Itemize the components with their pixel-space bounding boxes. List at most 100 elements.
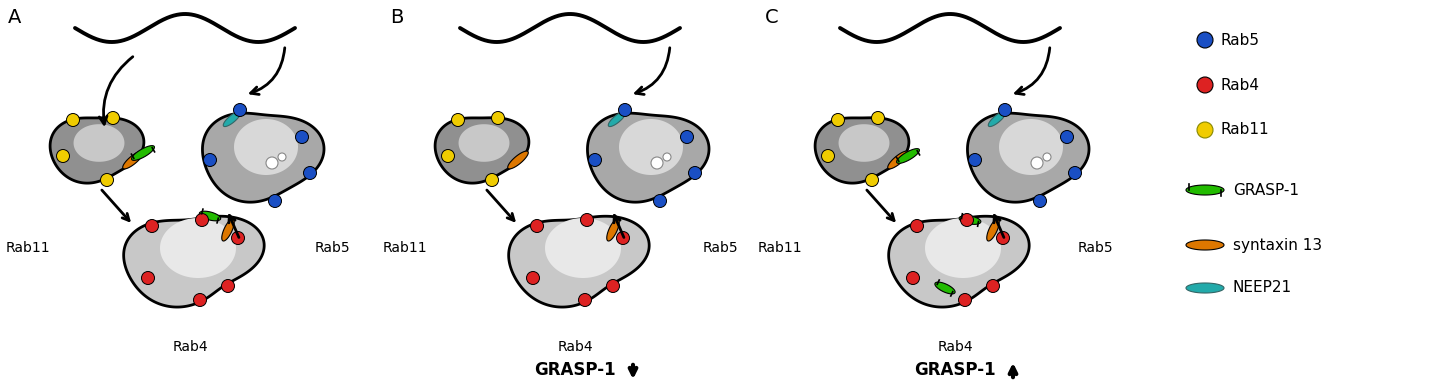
Circle shape [486, 173, 499, 186]
Circle shape [822, 149, 835, 163]
Polygon shape [925, 218, 1001, 278]
Polygon shape [160, 218, 236, 278]
Circle shape [204, 154, 217, 166]
Text: Rab4: Rab4 [937, 340, 973, 354]
Text: B: B [390, 8, 403, 27]
Circle shape [960, 214, 973, 226]
Polygon shape [888, 151, 908, 169]
Polygon shape [221, 219, 234, 241]
Circle shape [906, 272, 920, 284]
Polygon shape [986, 219, 1000, 241]
Circle shape [106, 112, 119, 124]
Circle shape [588, 154, 601, 166]
Circle shape [618, 103, 631, 116]
Polygon shape [1186, 240, 1224, 250]
Text: C: C [765, 8, 778, 27]
Text: Rab11: Rab11 [758, 241, 802, 255]
Circle shape [1197, 32, 1213, 48]
Circle shape [1197, 122, 1213, 138]
Circle shape [831, 114, 844, 126]
Polygon shape [234, 119, 298, 175]
Polygon shape [49, 118, 144, 183]
Circle shape [221, 280, 234, 293]
Text: Rab4: Rab4 [1221, 77, 1260, 93]
Circle shape [57, 149, 70, 163]
Circle shape [650, 157, 663, 169]
Circle shape [998, 103, 1011, 116]
Polygon shape [968, 113, 1088, 202]
Circle shape [233, 103, 246, 116]
Circle shape [195, 214, 208, 226]
Polygon shape [509, 216, 649, 307]
Text: Rab5: Rab5 [1221, 33, 1260, 47]
Circle shape [579, 293, 592, 307]
Polygon shape [1186, 283, 1224, 293]
Polygon shape [838, 124, 889, 162]
Polygon shape [959, 216, 981, 224]
Polygon shape [936, 282, 954, 294]
Circle shape [581, 214, 594, 226]
Polygon shape [458, 124, 509, 162]
Circle shape [531, 219, 544, 233]
Text: NEEP21: NEEP21 [1232, 280, 1292, 296]
Text: Rab11: Rab11 [1221, 123, 1270, 137]
Polygon shape [889, 216, 1029, 307]
Polygon shape [223, 111, 240, 126]
Text: syntaxin 13: syntaxin 13 [1232, 238, 1323, 252]
Circle shape [866, 173, 879, 186]
Polygon shape [1186, 185, 1224, 195]
Circle shape [681, 130, 694, 144]
Polygon shape [608, 111, 626, 126]
Polygon shape [199, 211, 221, 221]
Circle shape [492, 112, 505, 124]
Text: Rab5: Rab5 [1077, 241, 1113, 255]
Circle shape [451, 114, 464, 126]
Circle shape [653, 194, 666, 207]
Polygon shape [202, 113, 324, 202]
Polygon shape [435, 118, 528, 183]
Circle shape [67, 114, 80, 126]
Text: Rab4: Rab4 [172, 340, 208, 354]
Circle shape [231, 231, 244, 245]
Circle shape [146, 219, 159, 233]
Polygon shape [546, 218, 621, 278]
Circle shape [997, 231, 1010, 245]
Polygon shape [74, 124, 125, 162]
Circle shape [911, 219, 924, 233]
Text: Rab5: Rab5 [314, 241, 349, 255]
Circle shape [969, 154, 982, 166]
Circle shape [304, 166, 317, 179]
Circle shape [194, 293, 207, 307]
Circle shape [617, 231, 630, 245]
Polygon shape [896, 149, 920, 163]
Circle shape [1032, 157, 1043, 169]
Circle shape [1033, 194, 1046, 207]
Circle shape [959, 293, 972, 307]
Circle shape [295, 130, 308, 144]
Text: Rab11: Rab11 [6, 241, 51, 255]
Polygon shape [131, 145, 154, 160]
Polygon shape [607, 219, 620, 241]
Text: Rab5: Rab5 [703, 241, 738, 255]
Text: Rab4: Rab4 [557, 340, 592, 354]
Polygon shape [1000, 119, 1064, 175]
Polygon shape [124, 216, 265, 307]
Text: GRASP-1: GRASP-1 [534, 361, 615, 379]
Circle shape [100, 173, 113, 186]
Circle shape [266, 157, 278, 169]
Circle shape [278, 153, 287, 161]
Text: Rab11: Rab11 [383, 241, 428, 255]
Text: GRASP-1: GRASP-1 [1232, 182, 1299, 198]
Circle shape [1043, 153, 1051, 161]
Circle shape [986, 280, 1000, 293]
Circle shape [872, 112, 885, 124]
Circle shape [269, 194, 281, 207]
Polygon shape [588, 113, 709, 202]
Circle shape [1068, 166, 1081, 179]
Circle shape [688, 166, 701, 179]
Polygon shape [508, 151, 528, 169]
Circle shape [663, 153, 671, 161]
Circle shape [1197, 77, 1213, 93]
Text: GRASP-1: GRASP-1 [914, 361, 995, 379]
Polygon shape [988, 111, 1005, 126]
